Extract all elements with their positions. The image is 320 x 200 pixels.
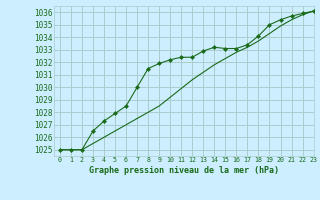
X-axis label: Graphe pression niveau de la mer (hPa): Graphe pression niveau de la mer (hPa): [89, 166, 279, 175]
